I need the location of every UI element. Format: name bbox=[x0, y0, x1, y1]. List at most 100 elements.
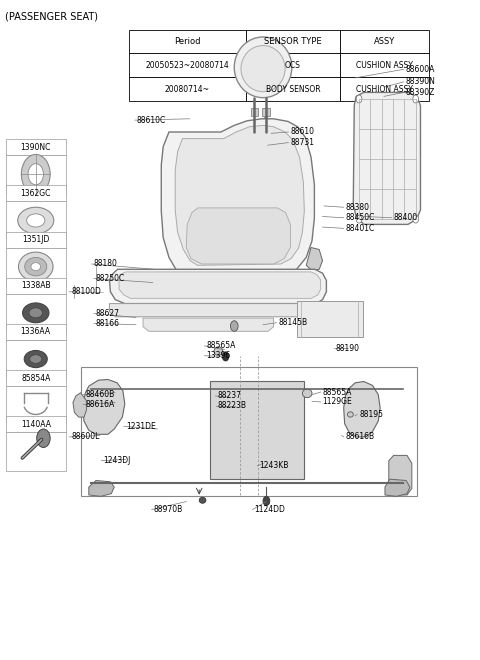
Text: 88195: 88195 bbox=[359, 410, 383, 419]
Polygon shape bbox=[389, 455, 412, 495]
Ellipse shape bbox=[31, 263, 40, 271]
Bar bbox=[6, 248, 66, 286]
Text: BODY SENSOR: BODY SENSOR bbox=[266, 84, 320, 94]
Bar bbox=[340, 30, 429, 53]
Text: 1362GC: 1362GC bbox=[21, 189, 51, 198]
Text: 88460B: 88460B bbox=[85, 390, 115, 399]
Polygon shape bbox=[353, 92, 420, 224]
Bar bbox=[6, 386, 66, 424]
Ellipse shape bbox=[23, 303, 49, 323]
Text: 1231DE: 1231DE bbox=[126, 422, 156, 431]
Circle shape bbox=[36, 429, 50, 447]
Text: 88380: 88380 bbox=[346, 203, 370, 212]
Ellipse shape bbox=[29, 308, 42, 317]
Ellipse shape bbox=[214, 347, 223, 355]
Circle shape bbox=[21, 154, 50, 194]
Polygon shape bbox=[143, 318, 274, 331]
Text: 1243DJ: 1243DJ bbox=[103, 456, 131, 465]
Text: 88970B: 88970B bbox=[154, 505, 183, 514]
Text: 20080714~: 20080714~ bbox=[165, 84, 210, 94]
Text: 88610C: 88610C bbox=[137, 115, 166, 125]
Polygon shape bbox=[109, 269, 326, 304]
Bar bbox=[6, 139, 66, 155]
Ellipse shape bbox=[27, 214, 45, 227]
Circle shape bbox=[413, 95, 419, 103]
Text: 1336AA: 1336AA bbox=[21, 327, 51, 337]
Circle shape bbox=[263, 496, 270, 506]
Circle shape bbox=[413, 215, 419, 223]
Text: 88190: 88190 bbox=[336, 344, 360, 353]
Text: 85854A: 85854A bbox=[21, 374, 50, 383]
Ellipse shape bbox=[241, 46, 285, 92]
Ellipse shape bbox=[302, 389, 312, 397]
Bar bbox=[6, 324, 66, 340]
Text: 13396: 13396 bbox=[206, 351, 231, 360]
Text: 88565A: 88565A bbox=[323, 387, 352, 397]
Bar bbox=[81, 367, 417, 496]
Bar bbox=[129, 30, 246, 53]
Text: 1390NC: 1390NC bbox=[21, 143, 51, 152]
Text: 88600A: 88600A bbox=[406, 65, 435, 74]
Ellipse shape bbox=[30, 355, 42, 363]
Text: CUSHION ASSY: CUSHION ASSY bbox=[356, 84, 413, 94]
Polygon shape bbox=[161, 119, 314, 277]
Text: 88390N: 88390N bbox=[406, 77, 435, 86]
Polygon shape bbox=[385, 479, 410, 496]
Bar bbox=[6, 155, 66, 193]
Text: 88610: 88610 bbox=[290, 127, 314, 137]
Bar bbox=[340, 77, 429, 101]
Bar bbox=[6, 201, 66, 240]
Text: SENSOR TYPE: SENSOR TYPE bbox=[264, 37, 322, 46]
Polygon shape bbox=[89, 480, 114, 496]
Text: 1129GE: 1129GE bbox=[323, 397, 352, 407]
Text: 88401C: 88401C bbox=[346, 224, 375, 233]
Polygon shape bbox=[73, 393, 86, 417]
Bar bbox=[6, 294, 66, 332]
Bar bbox=[6, 370, 66, 386]
Text: 88223B: 88223B bbox=[217, 401, 246, 411]
Text: 1140AA: 1140AA bbox=[21, 420, 51, 429]
Text: 88390Z: 88390Z bbox=[406, 88, 435, 97]
Bar bbox=[246, 30, 340, 53]
Polygon shape bbox=[186, 208, 290, 264]
Bar bbox=[6, 232, 66, 248]
Text: (PASSENGER SEAT): (PASSENGER SEAT) bbox=[5, 11, 98, 22]
Text: 1124DD: 1124DD bbox=[254, 505, 285, 514]
Text: 88616A: 88616A bbox=[85, 400, 115, 409]
Circle shape bbox=[356, 95, 362, 103]
Text: 88166: 88166 bbox=[96, 319, 120, 328]
Ellipse shape bbox=[24, 350, 47, 368]
Bar bbox=[6, 432, 66, 471]
Ellipse shape bbox=[199, 498, 206, 503]
Ellipse shape bbox=[348, 412, 353, 417]
Circle shape bbox=[222, 352, 229, 361]
Text: 88731: 88731 bbox=[290, 138, 314, 147]
Text: 88400: 88400 bbox=[394, 213, 418, 222]
Text: Period: Period bbox=[174, 37, 201, 46]
Circle shape bbox=[28, 164, 43, 185]
Ellipse shape bbox=[25, 257, 47, 276]
Bar bbox=[262, 108, 270, 115]
Text: CUSHION ASSY: CUSHION ASSY bbox=[356, 61, 413, 70]
Polygon shape bbox=[306, 248, 323, 271]
Text: 1243KB: 1243KB bbox=[259, 461, 288, 471]
Text: 88145B: 88145B bbox=[278, 318, 308, 327]
Circle shape bbox=[263, 117, 269, 127]
Text: 1338AB: 1338AB bbox=[21, 281, 50, 290]
Circle shape bbox=[251, 121, 258, 130]
Text: 88180: 88180 bbox=[94, 259, 118, 269]
Bar bbox=[297, 301, 363, 337]
Bar bbox=[246, 77, 340, 101]
Polygon shape bbox=[83, 379, 125, 434]
Polygon shape bbox=[119, 272, 321, 298]
Text: 1351JD: 1351JD bbox=[22, 235, 49, 244]
Bar bbox=[129, 53, 246, 77]
Text: 88600L: 88600L bbox=[71, 432, 99, 442]
Polygon shape bbox=[344, 381, 380, 437]
Text: 88450C: 88450C bbox=[346, 213, 375, 222]
Polygon shape bbox=[175, 125, 304, 265]
Text: 88100D: 88100D bbox=[71, 287, 101, 296]
Bar bbox=[129, 77, 246, 101]
Bar bbox=[6, 416, 66, 432]
Text: 20050523~20080714: 20050523~20080714 bbox=[145, 61, 229, 70]
